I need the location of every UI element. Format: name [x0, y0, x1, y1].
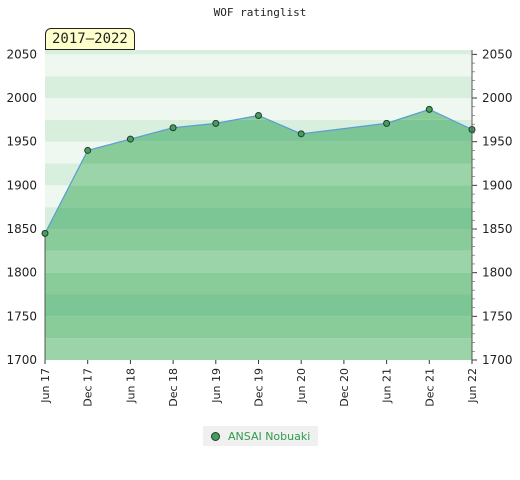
y-tick-label-right: 1900: [482, 178, 513, 192]
x-tick-label: Jun 19: [210, 368, 223, 404]
area-band: [45, 185, 472, 208]
y-tick-label-right: 1700: [482, 353, 513, 367]
y-tick-label-left: 2050: [6, 47, 37, 61]
y-tick-label-left: 2000: [6, 91, 37, 105]
area-band: [45, 294, 472, 317]
data-point: [383, 119, 391, 127]
legend-marker-icon: [211, 431, 220, 441]
data-point: [425, 105, 433, 113]
legend[interactable]: ANSAI Nobuaki: [203, 426, 319, 446]
x-tick-label: Dec 18: [167, 368, 180, 407]
x-tick-label: Jun 18: [124, 368, 137, 404]
data-point: [84, 146, 92, 154]
data-point: [169, 124, 177, 132]
date-range-badge: 2017–2022: [45, 28, 135, 50]
area-band: [45, 250, 472, 273]
y-tick-label-left: 1900: [6, 178, 37, 192]
y-tick-label-left: 1800: [6, 266, 37, 280]
y-tick-label-left: 1750: [6, 309, 37, 323]
data-point: [41, 229, 49, 237]
area-band: [45, 338, 472, 360]
grid-band: [45, 54, 472, 77]
y-tick-label-right: 1850: [482, 222, 513, 236]
data-point: [126, 135, 134, 143]
data-point: [297, 130, 305, 138]
area-band: [45, 207, 472, 230]
y-tick-label-left: 1950: [6, 135, 37, 149]
x-tick-label: Dec 21: [423, 368, 436, 407]
y-tick-label-right: 1800: [482, 266, 513, 280]
area-band: [45, 272, 472, 295]
series-line: [44, 108, 473, 234]
y-tick-label-right: 1750: [482, 309, 513, 323]
x-tick-label: Jun 20: [295, 368, 308, 404]
x-tick-label: Jun 17: [39, 368, 52, 404]
area-band: [45, 163, 472, 186]
y-tick-label-right: 2050: [482, 47, 513, 61]
grid-band: [45, 50, 472, 55]
area-band: [45, 316, 472, 339]
area-band: [45, 141, 472, 164]
y-tick-label-left: 1700: [6, 353, 37, 367]
chart-title: WOF ratinglist: [213, 6, 307, 19]
grid-band: [45, 98, 472, 120]
data-point: [212, 119, 220, 127]
y-tick-label-left: 1850: [6, 222, 37, 236]
x-tick-label: Dec 20: [338, 368, 351, 407]
x-tick-label: Jun 22: [466, 368, 479, 404]
area-band: [45, 229, 472, 251]
y-tick-label-right: 1950: [482, 135, 513, 149]
x-tick-label: Dec 19: [253, 368, 266, 407]
x-tick-label: Dec 17: [82, 368, 95, 407]
y-tick-label-right: 2000: [482, 91, 513, 105]
grid-band: [45, 76, 472, 99]
legend-label: ANSAI Nobuaki: [228, 429, 311, 443]
x-tick-label: Jun 21: [381, 368, 394, 404]
data-point: [255, 111, 262, 119]
